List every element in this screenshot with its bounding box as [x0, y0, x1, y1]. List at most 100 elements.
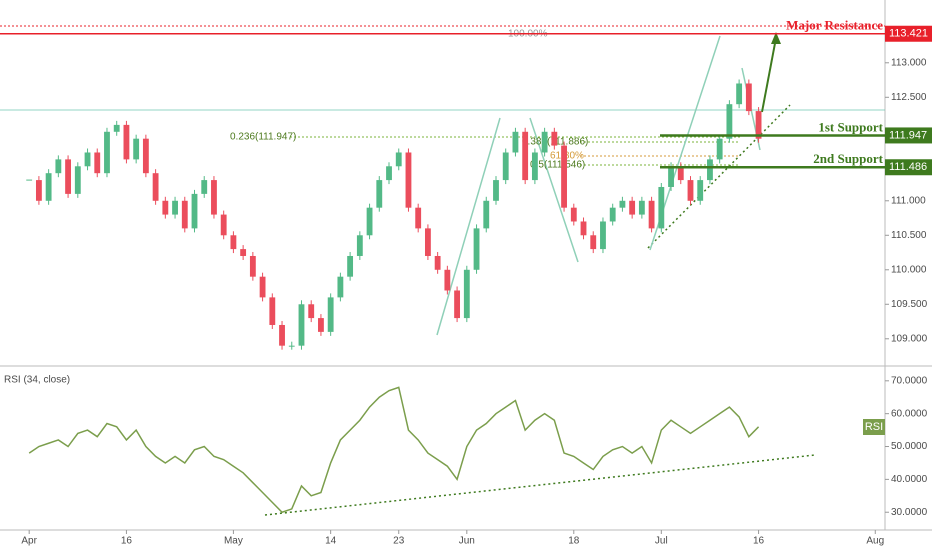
target-arrowhead [771, 32, 781, 44]
level-name: Major Resistance [786, 18, 883, 33]
candle [55, 159, 62, 174]
candle [677, 166, 684, 181]
candle [424, 228, 431, 256]
candle [570, 207, 577, 222]
x-tick-label: May [224, 536, 243, 547]
candle [745, 83, 752, 112]
fib-label: 0.236(111.947) [230, 132, 296, 143]
candle [288, 345, 295, 347]
y-tick-label: 109.500 [891, 299, 928, 310]
candle [230, 235, 237, 250]
candle [541, 131, 548, 153]
x-tick-label: 16 [121, 536, 133, 547]
candle [707, 159, 713, 181]
y-tick-label: 112.500 [891, 92, 927, 103]
candle [65, 159, 71, 194]
candle [386, 166, 392, 181]
candle [609, 207, 616, 222]
target-arrow [761, 37, 777, 113]
candle [249, 255, 256, 277]
candle [522, 131, 529, 181]
candle [133, 138, 140, 160]
candle [220, 214, 227, 236]
candle [444, 269, 451, 291]
candle [493, 180, 499, 201]
y2-tick-label: 50.0000 [891, 441, 928, 452]
candle [561, 145, 567, 208]
candle [687, 180, 694, 201]
level-badge-label: 111.486 [889, 161, 927, 173]
candle [113, 124, 120, 132]
rsi-title: RSI (34, close) [4, 375, 70, 386]
candle [191, 193, 198, 229]
rsi-badge [863, 419, 885, 435]
candle [84, 152, 91, 167]
candle [590, 235, 597, 250]
candle [405, 152, 412, 208]
x-tick-label: 14 [325, 536, 337, 547]
level-badge-label: 113.421 [889, 28, 928, 40]
x-tick-label: 23 [393, 536, 405, 547]
fib-label: 61.80% [550, 151, 584, 162]
candle [327, 297, 334, 332]
support-trendline [647, 104, 791, 249]
candle [74, 166, 81, 194]
candle [356, 235, 363, 256]
candle [629, 200, 636, 215]
candle [716, 138, 723, 160]
candle [755, 111, 762, 139]
candle [697, 180, 704, 201]
candle [415, 207, 422, 229]
candle [434, 255, 441, 270]
level-badge [885, 127, 932, 144]
candle [463, 269, 470, 319]
y2-tick-label: 60.0000 [891, 408, 928, 419]
candle [259, 276, 266, 298]
x-tick-label: Aug [866, 536, 884, 547]
y2-tick-label: 30.0000 [891, 507, 928, 518]
candle [366, 207, 373, 236]
x-tick-label: Apr [21, 536, 37, 547]
level-badge [885, 25, 932, 42]
candle [181, 200, 188, 229]
candle [123, 124, 130, 160]
level-name: 2nd Support [813, 151, 883, 166]
candle [512, 131, 519, 153]
y2-tick-label: 70.0000 [891, 375, 928, 386]
candle [308, 304, 315, 319]
candle [94, 152, 101, 174]
candle [211, 180, 217, 215]
candle [454, 290, 461, 319]
candle [298, 304, 305, 346]
candle [580, 221, 587, 236]
candle [638, 200, 645, 215]
candle [502, 152, 509, 181]
y-tick-label: 113.000 [891, 57, 927, 68]
y-tick-label: 109.000 [891, 333, 928, 344]
candle [35, 180, 42, 201]
candle [26, 179, 33, 181]
candle [142, 138, 149, 174]
candle [395, 152, 402, 167]
y-tick-label: 110.500 [891, 230, 927, 241]
candle [337, 276, 344, 298]
candle [45, 173, 52, 201]
rsi-trendline [264, 454, 816, 516]
x-tick-label: 16 [753, 536, 765, 547]
level-badge [885, 159, 932, 176]
candle [162, 200, 169, 215]
x-tick-label: Jul [655, 536, 668, 547]
level-name: 1st Support [818, 119, 883, 134]
candle [376, 180, 383, 208]
candle [473, 228, 480, 270]
candle [531, 152, 538, 181]
rsi-line [28, 386, 760, 514]
candle [172, 200, 178, 215]
x-tick-label: Jun [459, 536, 475, 547]
candle [240, 249, 247, 256]
candle [648, 200, 655, 229]
candle [318, 318, 324, 332]
fib-label: 0.5(111.546) [530, 160, 585, 171]
y-tick-label: 111.000 [891, 195, 926, 206]
